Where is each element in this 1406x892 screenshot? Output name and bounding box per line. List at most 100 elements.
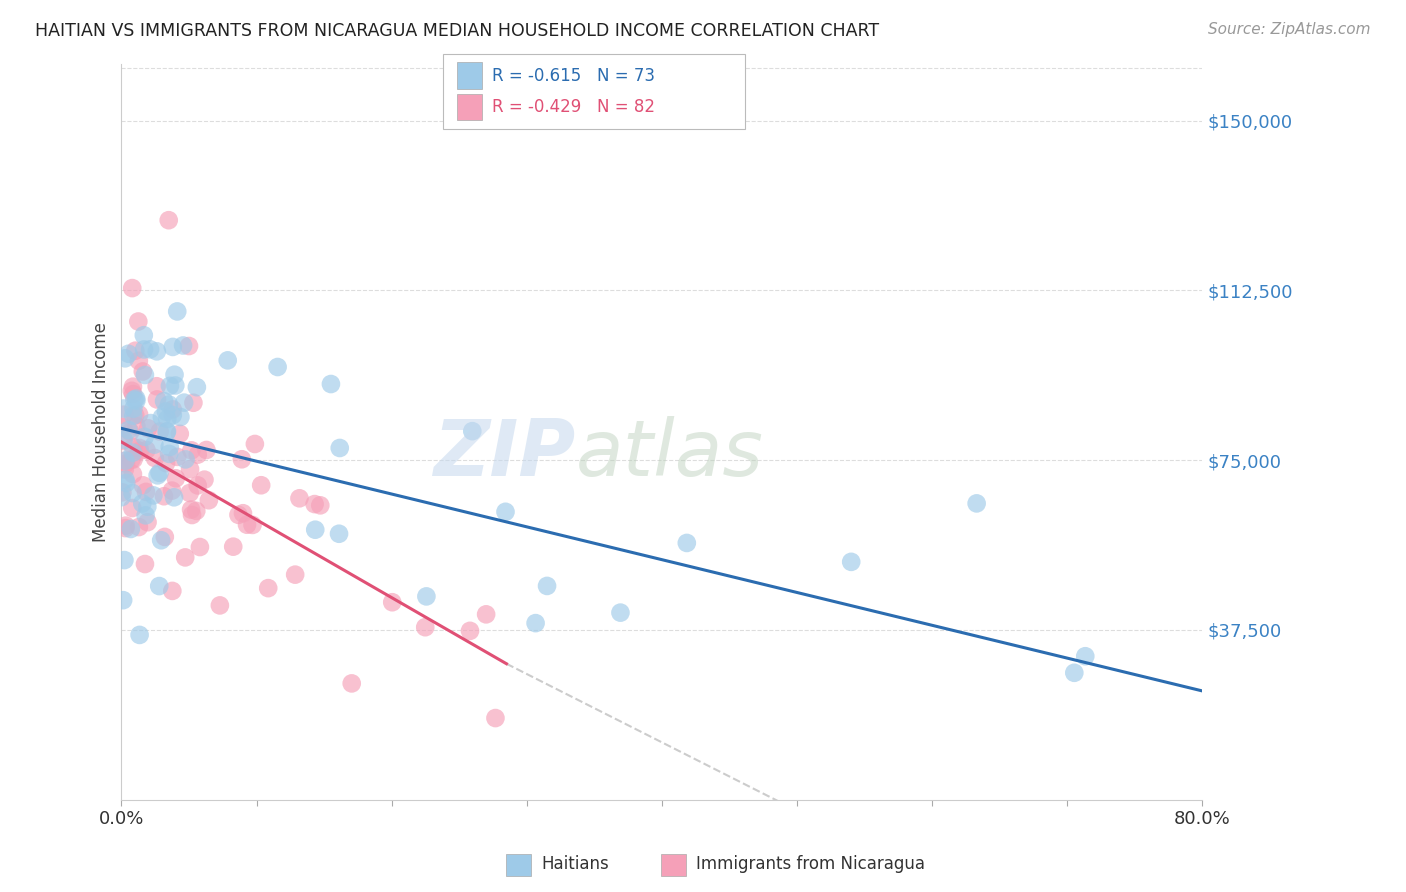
Point bbox=[166, 450, 188, 464]
Point bbox=[1063, 665, 1085, 680]
Point bbox=[148, 579, 170, 593]
Text: ZIP: ZIP bbox=[433, 416, 575, 491]
Point bbox=[120, 425, 142, 439]
Point bbox=[180, 502, 202, 516]
Point bbox=[135, 442, 157, 457]
Point bbox=[188, 540, 211, 554]
Point bbox=[128, 441, 150, 455]
Point bbox=[195, 442, 218, 457]
Point bbox=[121, 452, 143, 467]
Point bbox=[155, 404, 177, 418]
Point bbox=[162, 583, 184, 598]
Point bbox=[266, 359, 288, 374]
Point bbox=[193, 473, 215, 487]
Point bbox=[124, 392, 146, 407]
Point bbox=[139, 416, 162, 430]
Text: R = -0.429   N = 82: R = -0.429 N = 82 bbox=[492, 98, 655, 116]
Y-axis label: Median Household Income: Median Household Income bbox=[93, 322, 110, 541]
Point bbox=[122, 409, 145, 423]
Point bbox=[180, 443, 202, 458]
Point bbox=[153, 394, 176, 409]
Point bbox=[135, 508, 157, 523]
Point bbox=[156, 425, 179, 439]
Point bbox=[121, 281, 143, 295]
Point bbox=[111, 434, 134, 448]
Point bbox=[329, 441, 352, 455]
Point bbox=[136, 421, 159, 435]
Point bbox=[150, 410, 173, 425]
Point bbox=[120, 522, 142, 536]
Point bbox=[124, 343, 146, 358]
Point bbox=[162, 340, 184, 354]
Point bbox=[475, 607, 498, 622]
Point bbox=[128, 444, 150, 458]
Point bbox=[132, 328, 155, 343]
Point bbox=[128, 353, 150, 368]
Text: Haitians: Haitians bbox=[541, 855, 609, 873]
Point bbox=[173, 395, 195, 409]
Point bbox=[125, 419, 148, 434]
Point bbox=[284, 567, 307, 582]
Point bbox=[242, 517, 264, 532]
Point bbox=[177, 339, 200, 353]
Point bbox=[112, 408, 135, 422]
Point bbox=[117, 347, 139, 361]
Point bbox=[114, 351, 136, 366]
Point bbox=[609, 606, 631, 620]
Point bbox=[309, 499, 332, 513]
Point bbox=[114, 462, 136, 476]
Text: R = -0.615   N = 73: R = -0.615 N = 73 bbox=[492, 67, 655, 85]
Point bbox=[340, 676, 363, 690]
Point bbox=[115, 475, 138, 490]
Point bbox=[174, 550, 197, 565]
Point bbox=[114, 453, 136, 467]
Point bbox=[198, 493, 221, 508]
Point bbox=[208, 599, 231, 613]
Point bbox=[461, 424, 484, 438]
Point bbox=[186, 504, 208, 518]
Point bbox=[131, 496, 153, 510]
Point bbox=[122, 440, 145, 454]
Point bbox=[381, 595, 404, 609]
Point bbox=[122, 401, 145, 416]
Point bbox=[163, 490, 186, 504]
Point bbox=[143, 437, 166, 451]
Point bbox=[134, 430, 156, 444]
Point bbox=[839, 555, 862, 569]
Point bbox=[328, 526, 350, 541]
Text: HAITIAN VS IMMIGRANTS FROM NICARAGUA MEDIAN HOUSEHOLD INCOME CORRELATION CHART: HAITIAN VS IMMIGRANTS FROM NICARAGUA MED… bbox=[35, 22, 879, 40]
Point bbox=[675, 536, 697, 550]
Point bbox=[250, 478, 273, 492]
Point bbox=[217, 353, 239, 368]
Point bbox=[304, 523, 326, 537]
Point bbox=[187, 448, 209, 462]
Point bbox=[132, 478, 155, 492]
Point bbox=[232, 506, 254, 520]
Point bbox=[150, 533, 173, 548]
Point bbox=[146, 468, 169, 483]
Point bbox=[966, 496, 988, 510]
Point bbox=[146, 392, 169, 407]
Point bbox=[112, 553, 135, 567]
Point bbox=[172, 338, 194, 352]
Point bbox=[124, 409, 146, 423]
Point bbox=[524, 616, 547, 631]
Point bbox=[125, 392, 148, 406]
Point bbox=[458, 624, 481, 638]
Point bbox=[145, 379, 167, 393]
Point bbox=[155, 456, 177, 470]
Point bbox=[153, 489, 176, 503]
Text: Immigrants from Nicaragua: Immigrants from Nicaragua bbox=[696, 855, 925, 873]
Point bbox=[160, 483, 183, 498]
Point bbox=[231, 452, 253, 467]
Point bbox=[413, 620, 436, 634]
Point bbox=[181, 508, 204, 522]
Point bbox=[134, 368, 156, 382]
Point bbox=[110, 490, 132, 504]
Point bbox=[111, 454, 134, 468]
Point bbox=[136, 515, 159, 529]
Point bbox=[183, 396, 205, 410]
Point bbox=[179, 486, 201, 500]
Point bbox=[115, 457, 138, 471]
Point bbox=[495, 505, 517, 519]
